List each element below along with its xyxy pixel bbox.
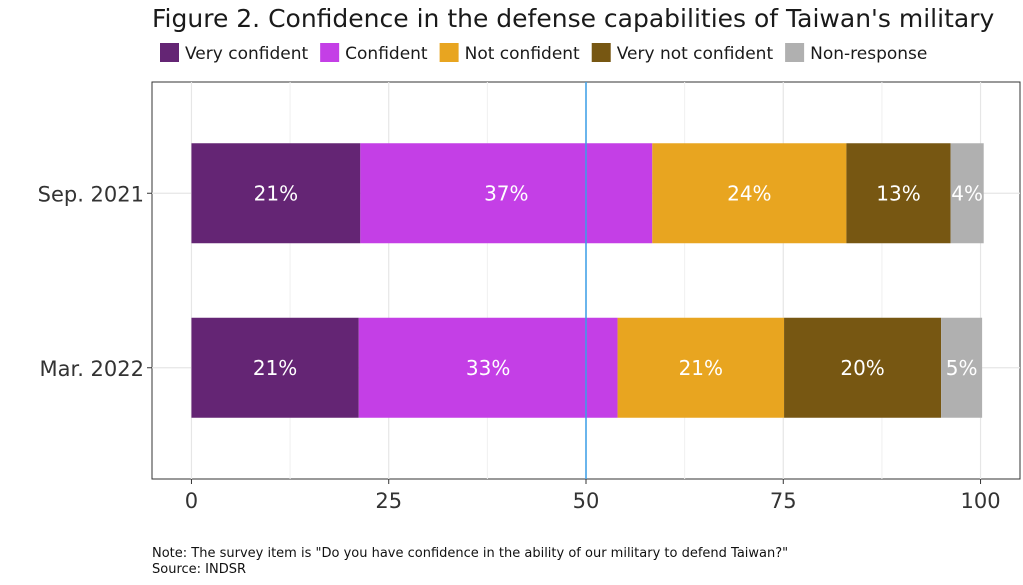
legend-swatch: [320, 43, 340, 62]
source-text: Source: INDSR: [152, 562, 247, 577]
y-tick-label: Mar. 2022: [40, 357, 145, 381]
note-text: Note: The survey item is "Do you have co…: [152, 546, 789, 561]
bar-segment: [652, 143, 847, 244]
bar-segment: [950, 143, 984, 244]
legend-label: Very confident: [185, 44, 308, 64]
x-tick-label: 50: [573, 489, 600, 513]
legend-swatch: [439, 43, 459, 62]
x-tick-label: 75: [770, 489, 797, 513]
bar-label: 20%: [840, 356, 884, 380]
bar-label: 33%: [466, 356, 510, 380]
y-tick-label: Sep. 2021: [38, 182, 144, 206]
footnote: Note: The survey item is "Do you have co…: [152, 546, 788, 578]
x-tick-label: 100: [960, 489, 1000, 513]
bar-segment: [358, 317, 618, 418]
legend-label: Confident: [345, 44, 428, 64]
bar-segment: [941, 317, 983, 418]
bar-label: 5%: [946, 356, 978, 380]
bar-label: 21%: [253, 356, 297, 380]
x-tick-label: 0: [185, 489, 198, 513]
bar-label: 4%: [951, 181, 983, 205]
legend-swatch: [785, 43, 805, 62]
bar-label: 24%: [727, 181, 771, 205]
chart-title: Figure 2. Confidence in the defense capa…: [152, 4, 994, 33]
y-axis: Sep. 2021 Mar. 2022: [38, 182, 152, 381]
bar-label: 13%: [876, 181, 920, 205]
bars: 21% 37% 24% 13% 4% 21% 33% 21% 20% 5%: [191, 143, 984, 418]
legend-label: Non-response: [810, 44, 927, 64]
legend-label: Very not confident: [617, 44, 774, 64]
legend-swatch: [160, 43, 179, 62]
x-axis: 0 25 50 75 100: [185, 479, 1001, 513]
bar-segment: [191, 143, 361, 244]
bar-label: 21%: [679, 356, 723, 380]
bar-segment: [846, 143, 951, 244]
bar-label: 21%: [254, 181, 298, 205]
bar-label: 37%: [484, 181, 528, 205]
bar-segment: [784, 317, 942, 418]
x-tick-label: 25: [375, 489, 402, 513]
legend: Very confident Confident Not confident Very…: [160, 43, 927, 64]
legend-label: Not confident: [465, 44, 580, 64]
bar-segment: [191, 317, 359, 418]
bar-segment: [617, 317, 785, 418]
legend-swatch: [591, 43, 611, 62]
bar-segment: [360, 143, 653, 244]
chart: Figure 2. Confidence in the defense capa…: [38, 4, 1021, 513]
